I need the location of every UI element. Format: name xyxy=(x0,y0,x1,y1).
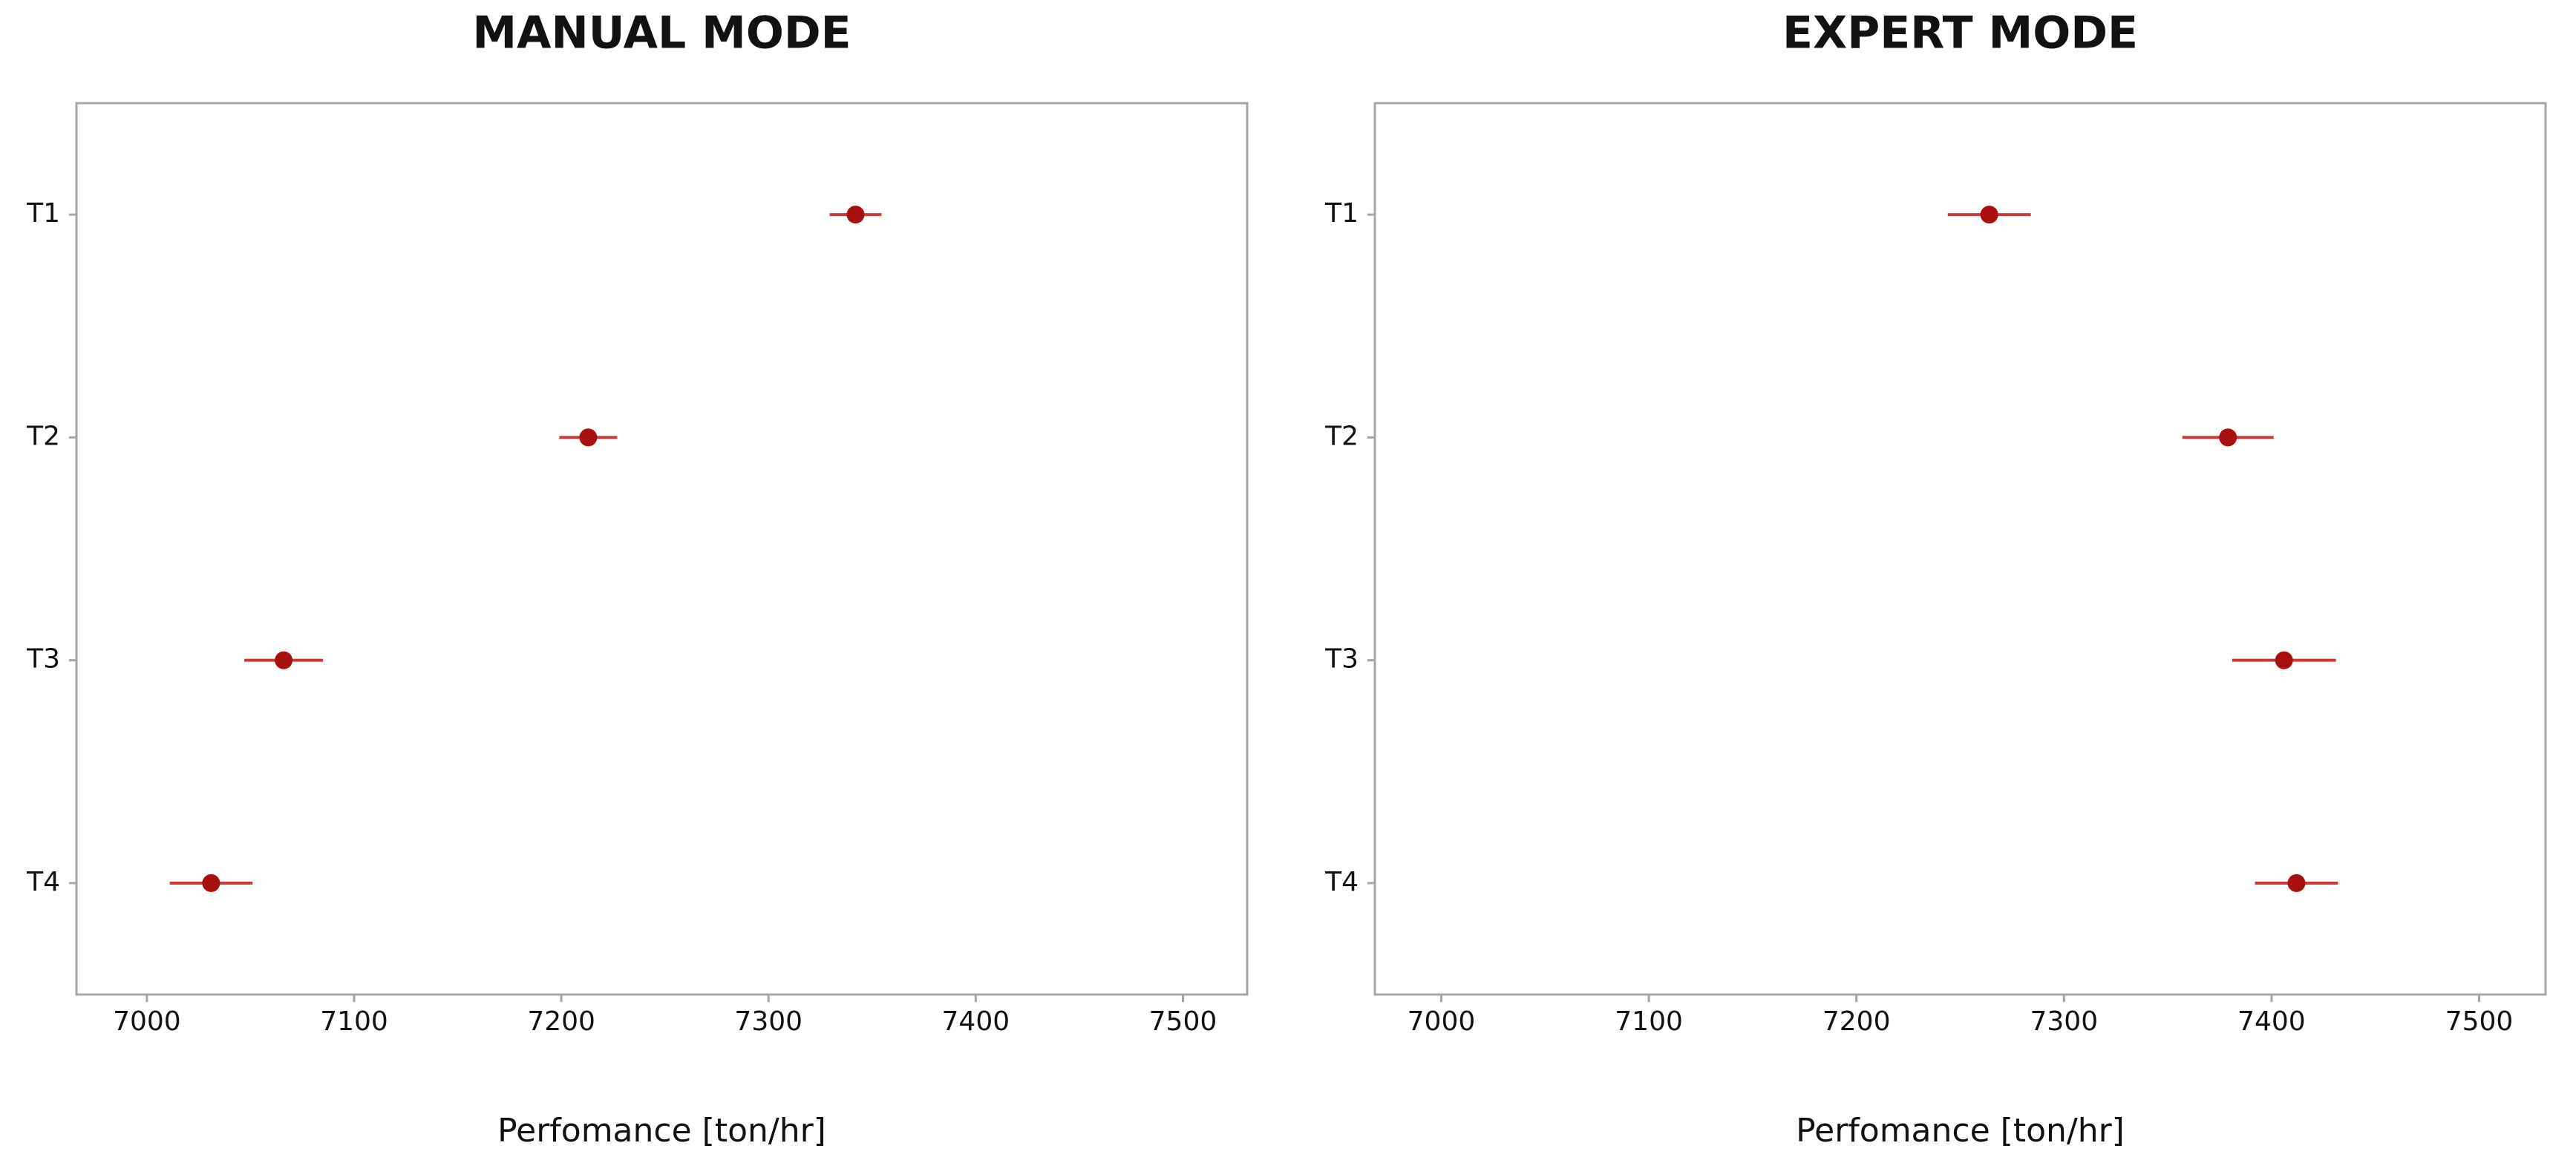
x-tick-label: 7200 xyxy=(1823,1006,1891,1037)
y-tick-label: T2 xyxy=(26,421,60,451)
x-tick-label: 7200 xyxy=(527,1006,595,1037)
point xyxy=(2275,651,2293,669)
point xyxy=(2287,874,2306,892)
y-tick-label: T2 xyxy=(1324,421,1359,451)
plot-frame xyxy=(1373,102,2547,996)
y-tick-label: T3 xyxy=(1324,644,1359,675)
point xyxy=(2219,428,2237,447)
x-tick-label: 7300 xyxy=(2030,1006,2098,1037)
x-tick-label: 7000 xyxy=(113,1006,181,1037)
point xyxy=(579,428,598,447)
y-tick-label: T4 xyxy=(26,867,60,897)
y-tick-label: T3 xyxy=(26,644,60,675)
x-tick-label: 7000 xyxy=(1408,1006,1476,1037)
x-tick-label: 7100 xyxy=(1615,1006,1683,1037)
plot-frame xyxy=(75,102,1249,996)
chart-title: EXPERT MODE xyxy=(1782,7,2138,59)
x-axis-label: Perfomance [ton/hr] xyxy=(1796,1112,2125,1150)
x-tick-label: 7500 xyxy=(1149,1006,1217,1037)
point xyxy=(202,874,220,892)
x-axis-label: Perfomance [ton/hr] xyxy=(497,1112,826,1150)
x-tick-label: 7300 xyxy=(734,1006,802,1037)
point xyxy=(846,206,865,224)
x-tick-label: 7400 xyxy=(2237,1006,2306,1037)
y-tick-label: T1 xyxy=(26,198,60,229)
y-tick-label: T4 xyxy=(1324,867,1359,897)
y-tick-label: T1 xyxy=(1324,198,1359,229)
point xyxy=(275,651,293,669)
point xyxy=(1980,206,1998,224)
chart-title: MANUAL MODE xyxy=(472,7,851,59)
x-tick-label: 7100 xyxy=(320,1006,388,1037)
x-tick-label: 7500 xyxy=(2445,1006,2514,1037)
x-tick-label: 7400 xyxy=(942,1006,1010,1037)
